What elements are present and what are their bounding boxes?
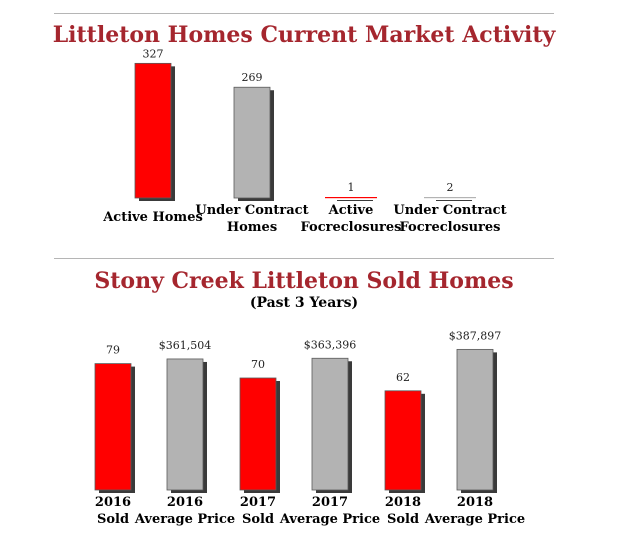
data-label: 62 xyxy=(396,371,410,384)
data-label: 1 xyxy=(348,181,355,194)
bar xyxy=(311,357,349,491)
chart2-title: Stony Creek Littleton Sold Homes xyxy=(94,268,514,294)
category-label: Under Contract xyxy=(195,203,308,218)
bar xyxy=(424,197,476,199)
bar-shadow xyxy=(436,200,472,201)
data-label: 79 xyxy=(106,344,120,357)
bar xyxy=(456,348,494,491)
middle-divider xyxy=(54,258,554,259)
data-label: 70 xyxy=(251,358,265,371)
chart1-title: Littleton Homes Current Market Activity xyxy=(52,22,556,48)
data-label: $387,897 xyxy=(449,329,502,342)
bar xyxy=(134,62,172,199)
data-label: $361,504 xyxy=(159,339,212,352)
chart1-plot: 327 Active Homes 269 Under Contract Homes 1 Ac… xyxy=(102,48,506,235)
category-label: Average Price xyxy=(279,512,380,527)
category-label: Average Price xyxy=(424,512,525,527)
category-label: 2018 xyxy=(385,495,421,510)
data-label: $363,396 xyxy=(304,338,357,351)
category-label: Focreclosures xyxy=(301,220,402,235)
category-label: Active xyxy=(328,203,374,218)
data-label: 269 xyxy=(242,71,263,84)
bar xyxy=(325,197,377,199)
bar-shadow xyxy=(337,200,373,201)
category-label: 2017 xyxy=(312,495,348,510)
data-label: 2 xyxy=(447,181,454,194)
bar xyxy=(166,358,204,491)
bar xyxy=(233,86,271,199)
category-label: Under Contract xyxy=(393,203,506,218)
category-label: Sold xyxy=(242,512,274,527)
chart2-subtitle: (Past 3 Years) xyxy=(249,295,359,311)
top-divider xyxy=(54,13,554,14)
bar xyxy=(239,377,277,491)
category-label: Sold xyxy=(97,512,129,527)
data-label: 327 xyxy=(143,48,164,60)
category-label: Average Price xyxy=(134,512,235,527)
category-label: Homes xyxy=(227,220,277,235)
category-label: Sold xyxy=(387,512,419,527)
category-label: Active Homes xyxy=(102,210,203,225)
category-label: 2016 xyxy=(95,495,131,510)
category-label: 2017 xyxy=(240,495,276,510)
bar xyxy=(384,390,422,491)
category-label: Focreclosures xyxy=(400,220,501,235)
bar xyxy=(94,363,132,491)
category-label: 2018 xyxy=(457,495,493,510)
category-label: 2016 xyxy=(167,495,203,510)
